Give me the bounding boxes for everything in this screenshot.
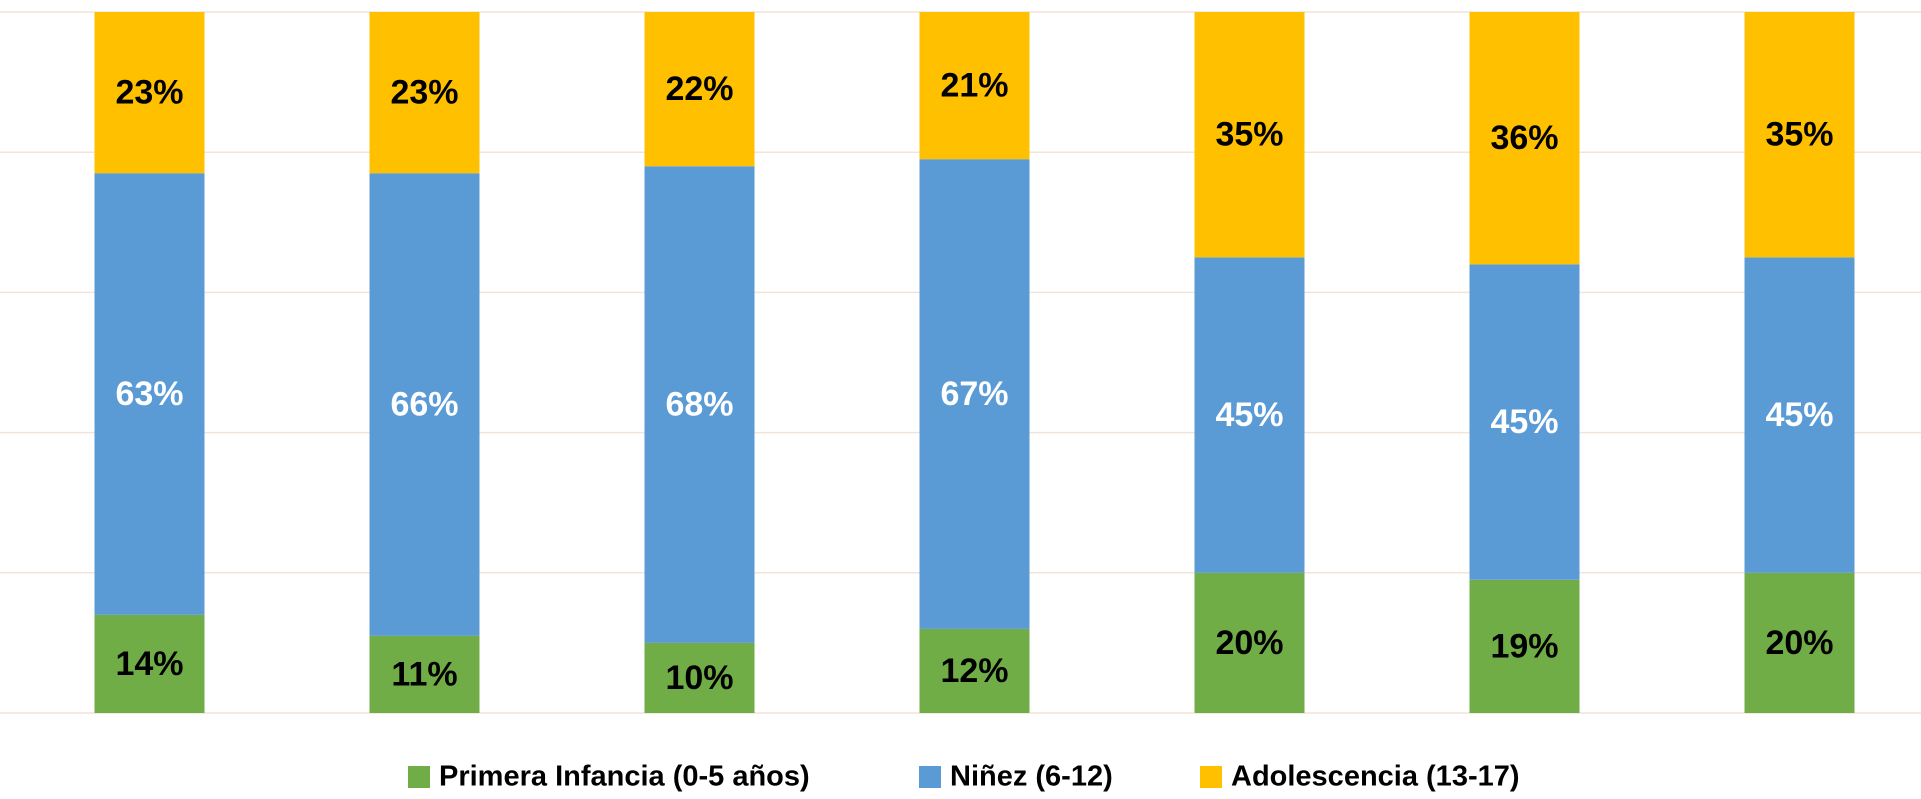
bar-segment xyxy=(919,628,1030,713)
bar-segment xyxy=(1469,579,1580,713)
legend-label: Niñez (6-12) xyxy=(950,761,1113,793)
data-label: 23% xyxy=(390,74,458,112)
bar-segment xyxy=(94,12,205,174)
data-label: 14% xyxy=(115,645,183,683)
data-label: 20% xyxy=(1215,624,1283,662)
bar-segment xyxy=(1744,12,1855,258)
bar-segment xyxy=(94,173,205,615)
bar-segment xyxy=(94,614,205,713)
bar-segment xyxy=(1744,572,1855,713)
bar-segment xyxy=(644,642,755,713)
bar-segment xyxy=(1469,12,1580,265)
data-label: 20% xyxy=(1765,624,1833,662)
bar-segment xyxy=(1194,572,1305,713)
data-label: 66% xyxy=(390,386,458,424)
legend-label: Primera Infancia (0-5 años) xyxy=(439,761,810,793)
data-label: 36% xyxy=(1490,119,1558,157)
data-label: 22% xyxy=(665,70,733,108)
data-label: 12% xyxy=(940,652,1008,690)
legend-label: Adolescencia (13-17) xyxy=(1231,761,1520,793)
bar-segment xyxy=(369,635,480,713)
data-label: 35% xyxy=(1215,116,1283,154)
bar-segment xyxy=(919,159,1030,629)
bar-segment xyxy=(1194,257,1305,573)
data-label: 67% xyxy=(940,375,1008,413)
legend-swatch xyxy=(408,766,430,788)
legend-swatch xyxy=(1200,766,1222,788)
data-label: 11% xyxy=(391,655,457,693)
data-label: 19% xyxy=(1490,627,1558,665)
data-label: 68% xyxy=(665,386,733,424)
bar-segment xyxy=(1744,257,1855,573)
data-label: 23% xyxy=(115,74,183,112)
bar-segment xyxy=(644,166,755,643)
bar-segment xyxy=(369,173,480,636)
bar-segment xyxy=(369,12,480,174)
bar-segment xyxy=(919,12,1030,160)
bar-segment xyxy=(1194,12,1305,258)
data-label: 21% xyxy=(940,67,1008,105)
data-label: 45% xyxy=(1215,396,1283,434)
data-label: 35% xyxy=(1765,116,1833,154)
data-label: 45% xyxy=(1765,396,1833,434)
data-label: 45% xyxy=(1490,403,1558,441)
data-label: 10% xyxy=(665,659,733,697)
legend-swatch xyxy=(919,766,941,788)
bar-segment xyxy=(644,12,755,167)
bar-segment xyxy=(1469,264,1580,580)
data-label: 63% xyxy=(115,375,183,413)
